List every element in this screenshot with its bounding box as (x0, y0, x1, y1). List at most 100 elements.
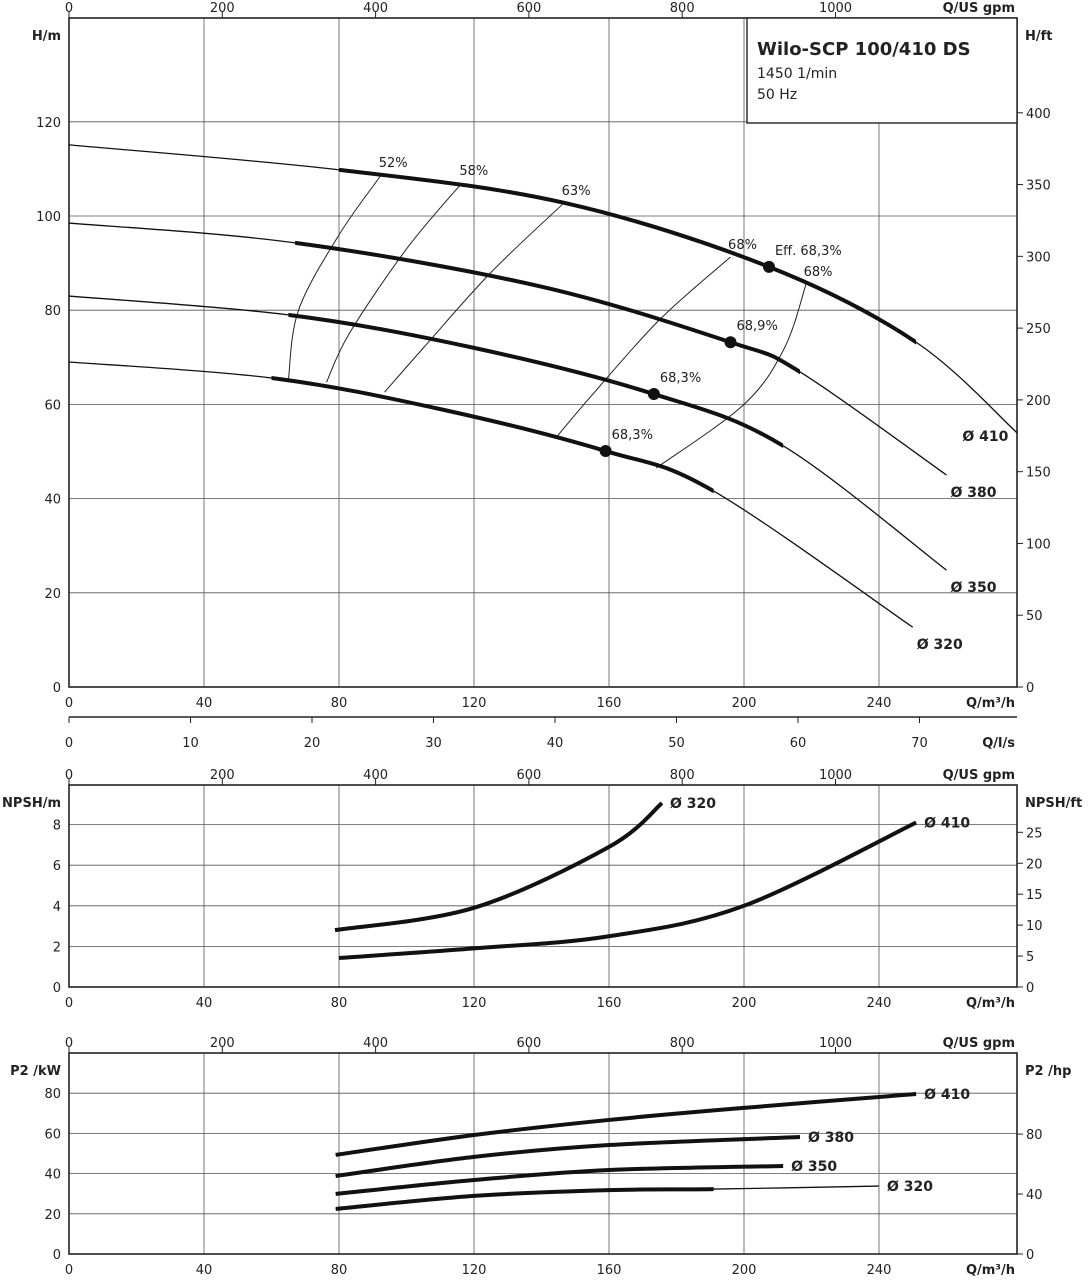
x-tick-label: 160 (597, 696, 622, 711)
diameter-label: Ø 320 (670, 796, 716, 812)
x-axis-label: Q/m³/h (966, 1263, 1015, 1278)
secondary-tick-label: 30 (425, 736, 442, 751)
chart-subtitle: 1450 1/min (757, 66, 837, 82)
x-tick-label: 200 (732, 1263, 757, 1278)
series-line-Ø 350 (335, 1163, 784, 1196)
y-right-axis-label: NPSH/ft (1025, 796, 1082, 811)
x-top-tick-label: 400 (363, 768, 388, 783)
secondary-tick-label: 70 (911, 736, 928, 751)
title-box (746, 17, 1018, 124)
plot-frame (68, 1052, 1018, 1255)
x-top-tick-label: 200 (210, 768, 235, 783)
efficiency-label: 52% (379, 156, 408, 171)
best-efficiency-point (762, 260, 775, 273)
best-efficiency-point (599, 445, 612, 458)
x-tick-label: 120 (462, 696, 487, 711)
secondary-axis-label: Q/l/s (982, 736, 1015, 751)
secondary-tick-label: 40 (547, 736, 564, 751)
y-right-tick-label: 25 (1026, 826, 1043, 841)
x-tick-label: 240 (867, 696, 892, 711)
series-line-thin (68, 295, 947, 571)
y-tick-label: 4 (53, 900, 61, 915)
efficiency-label: 68% (728, 238, 757, 253)
secondary-tick-label: 0 (65, 736, 73, 751)
x-top-tick-label: 600 (516, 768, 541, 783)
x-top-tick-label: 800 (670, 768, 695, 783)
bep-label: Eff. 68,3% (775, 244, 842, 259)
secondary-tick-label: 10 (182, 736, 199, 751)
y-right-tick-label: 350 (1026, 179, 1051, 194)
x-tick-label: 120 (462, 996, 487, 1011)
y-tick-label: 20 (44, 1208, 61, 1223)
series-line-Ø 410 (338, 820, 917, 960)
efficiency-label: 63% (562, 184, 591, 199)
y-right-tick-label: 0 (1026, 681, 1034, 696)
x-tick-label: 240 (867, 1263, 892, 1278)
y-right-tick-label: 0 (1026, 981, 1034, 996)
x-axis-label: Q/m³/h (966, 696, 1015, 711)
y-axis-label: NPSH/m (2, 796, 61, 811)
x-top-axis-label: Q/US gpm (943, 1036, 1015, 1051)
best-efficiency-point (724, 336, 737, 349)
y-right-tick-label: 50 (1026, 609, 1043, 624)
y-right-tick-label: 400 (1026, 107, 1051, 122)
bep-label: 68,9% (737, 319, 778, 334)
y-tick-label: 20 (44, 587, 61, 602)
bep-label: 68,3% (612, 428, 653, 443)
y-right-tick-label: 250 (1026, 322, 1051, 337)
x-tick-label: 40 (196, 1263, 213, 1278)
diameter-label: Ø 410 (924, 816, 970, 832)
x-tick-label: 200 (732, 996, 757, 1011)
y-tick-label: 0 (53, 681, 61, 696)
y-tick-label: 80 (44, 1087, 61, 1102)
y-right-tick-label: 10 (1026, 919, 1043, 934)
x-top-tick-label: 200 (210, 1036, 235, 1051)
x-top-tick-label: 600 (516, 1036, 541, 1051)
x-top-axis-label: Q/US gpm (943, 1, 1015, 16)
diameter-label: Ø 380 (951, 485, 997, 501)
efficiency-line (326, 182, 463, 383)
series-line-Ø 320 (334, 801, 664, 933)
y-right-tick-label: 15 (1026, 888, 1043, 903)
y-tick-label: 2 (53, 940, 61, 955)
diameter-label: Ø 320 (917, 637, 963, 653)
efficiency-label: 58% (459, 164, 488, 179)
y-right-tick-label: 150 (1026, 466, 1051, 481)
x-top-tick-label: 400 (363, 1036, 388, 1051)
x-top-tick-label: 1000 (819, 1036, 852, 1051)
y-right-tick-label: 20 (1026, 857, 1043, 872)
bep-label: 68,3% (660, 371, 701, 386)
series-line-thin (68, 361, 914, 628)
series-line-Ø 380 (295, 240, 801, 375)
x-tick-label: 120 (462, 1263, 487, 1278)
x-tick-label: 40 (196, 996, 213, 1011)
diameter-label: Ø 320 (887, 1179, 933, 1195)
efficiency-line (287, 174, 382, 380)
chart-title: Wilo-SCP 100/410 DS (757, 39, 971, 60)
plot-frame (68, 17, 1018, 688)
series-line-Ø 350 (288, 312, 784, 449)
x-tick-label: 0 (65, 996, 73, 1011)
y-tick-label: 6 (53, 859, 61, 874)
diameter-label: Ø 410 (962, 429, 1008, 445)
y-tick-label: 60 (44, 398, 61, 413)
x-top-tick-label: 800 (670, 1036, 695, 1051)
x-tick-label: 80 (331, 696, 348, 711)
series-line-Ø 380 (335, 1135, 801, 1178)
y-axis-label: H/m (32, 29, 61, 44)
secondary-tick-label: 60 (790, 736, 807, 751)
y-tick-label: 0 (53, 981, 61, 996)
diameter-label: Ø 380 (808, 1130, 854, 1146)
efficiency-line (655, 283, 807, 469)
x-top-tick-label: 600 (516, 1, 541, 16)
x-tick-label: 0 (65, 1263, 73, 1278)
x-tick-label: 240 (867, 996, 892, 1011)
y-right-axis-label: H/ft (1025, 29, 1053, 44)
efficiency-line (556, 256, 731, 437)
y-tick-label: 60 (44, 1127, 61, 1142)
diameter-label: Ø 350 (791, 1159, 837, 1175)
y-right-tick-label: 5 (1026, 950, 1034, 965)
